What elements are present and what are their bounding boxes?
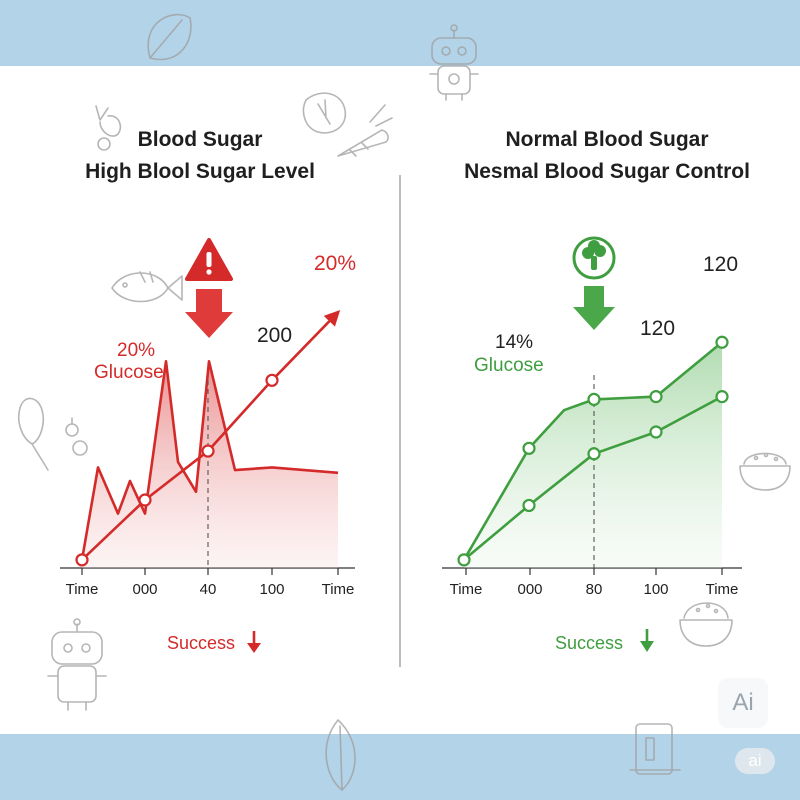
- broccoli-icon: [572, 236, 616, 280]
- data-point: [587, 447, 601, 461]
- data-point: [457, 553, 471, 567]
- rice-bowl-icon: [739, 452, 791, 491]
- data-point: [715, 390, 729, 404]
- left-title-line1: Blood Sugar: [137, 128, 263, 151]
- vegetable-icon: [17, 397, 88, 471]
- data-point: [522, 498, 536, 513]
- down-arrow-icon: [185, 289, 233, 338]
- rice-bowl-icon: [679, 602, 733, 647]
- x-axis-tick-label: 40: [200, 581, 217, 598]
- leaf-icon: [325, 719, 356, 791]
- x-axis-tick-label: 100: [643, 581, 668, 598]
- series-line-upper: [462, 341, 723, 561]
- right-title-line2: Nesmal Blood Sugar Control: [464, 160, 750, 183]
- right-chart-title: Normal Blood Sugar Nesmal Blood Sugar Co…: [432, 124, 782, 188]
- leaf-icon: [147, 13, 192, 61]
- x-axis-tick-label: 000: [517, 581, 542, 598]
- annotation-glucose: Glucose: [474, 355, 544, 376]
- annotation-percent-top: 20%: [314, 252, 356, 275]
- x-axis-tick-label: Time: [706, 581, 739, 598]
- right-title-line1: Normal Blood Sugar: [505, 128, 709, 151]
- lettuce-icon: [302, 92, 347, 134]
- success-indicator: Success: [555, 629, 654, 653]
- warning-icon: [185, 238, 233, 281]
- top-band: [0, 0, 800, 66]
- data-point: [138, 493, 152, 507]
- data-point: [715, 335, 729, 349]
- carrot-icon: [337, 104, 393, 157]
- annotation-value: 200: [257, 324, 292, 347]
- down-arrow-icon: [247, 631, 261, 653]
- annotation-percent: 20%: [117, 340, 155, 361]
- left-title-line2: High Blool Sugar Level: [85, 160, 315, 183]
- success-indicator: Success: [167, 631, 261, 653]
- down-arrow-icon: [573, 286, 615, 330]
- data-point: [522, 441, 536, 455]
- annotation-glucose: Glucose: [94, 362, 164, 383]
- fish-icon: [111, 271, 183, 303]
- data-point: [265, 373, 279, 387]
- data-point: [201, 444, 215, 458]
- left-chart-title: Blood Sugar High Blool Sugar Level: [40, 124, 360, 188]
- ai-pill: ai: [735, 748, 775, 774]
- down-arrow-icon: [640, 629, 654, 652]
- vegetable-icon: [95, 105, 122, 151]
- data-point: [75, 553, 89, 567]
- x-axis-tick-label: Time: [322, 581, 355, 598]
- data-point: [649, 390, 663, 404]
- series-line-volatile: [80, 359, 339, 561]
- robot-icon: [47, 618, 107, 711]
- annotation-value-top: 120: [703, 253, 738, 276]
- data-point: [587, 392, 601, 406]
- data-point: [649, 425, 663, 439]
- annotation-percent: 14%: [495, 332, 533, 353]
- x-axis-tick-label: 100: [259, 581, 284, 598]
- bottom-band: [0, 734, 800, 800]
- series-area: [82, 361, 338, 568]
- panel-divider: [399, 175, 401, 667]
- robot-icon: [429, 24, 479, 101]
- x-axis-tick-label: 000: [132, 581, 157, 598]
- x-axis-tick-label: Time: [450, 581, 483, 598]
- phone-icon: [629, 723, 681, 775]
- success-label: Success: [555, 633, 623, 653]
- annotation-value: 120: [640, 317, 675, 340]
- success-label: Success: [167, 633, 235, 653]
- ai-badge: Ai: [718, 678, 768, 728]
- x-axis-tick-label: 80: [586, 581, 603, 598]
- x-axis-tick-label: Time: [66, 581, 99, 598]
